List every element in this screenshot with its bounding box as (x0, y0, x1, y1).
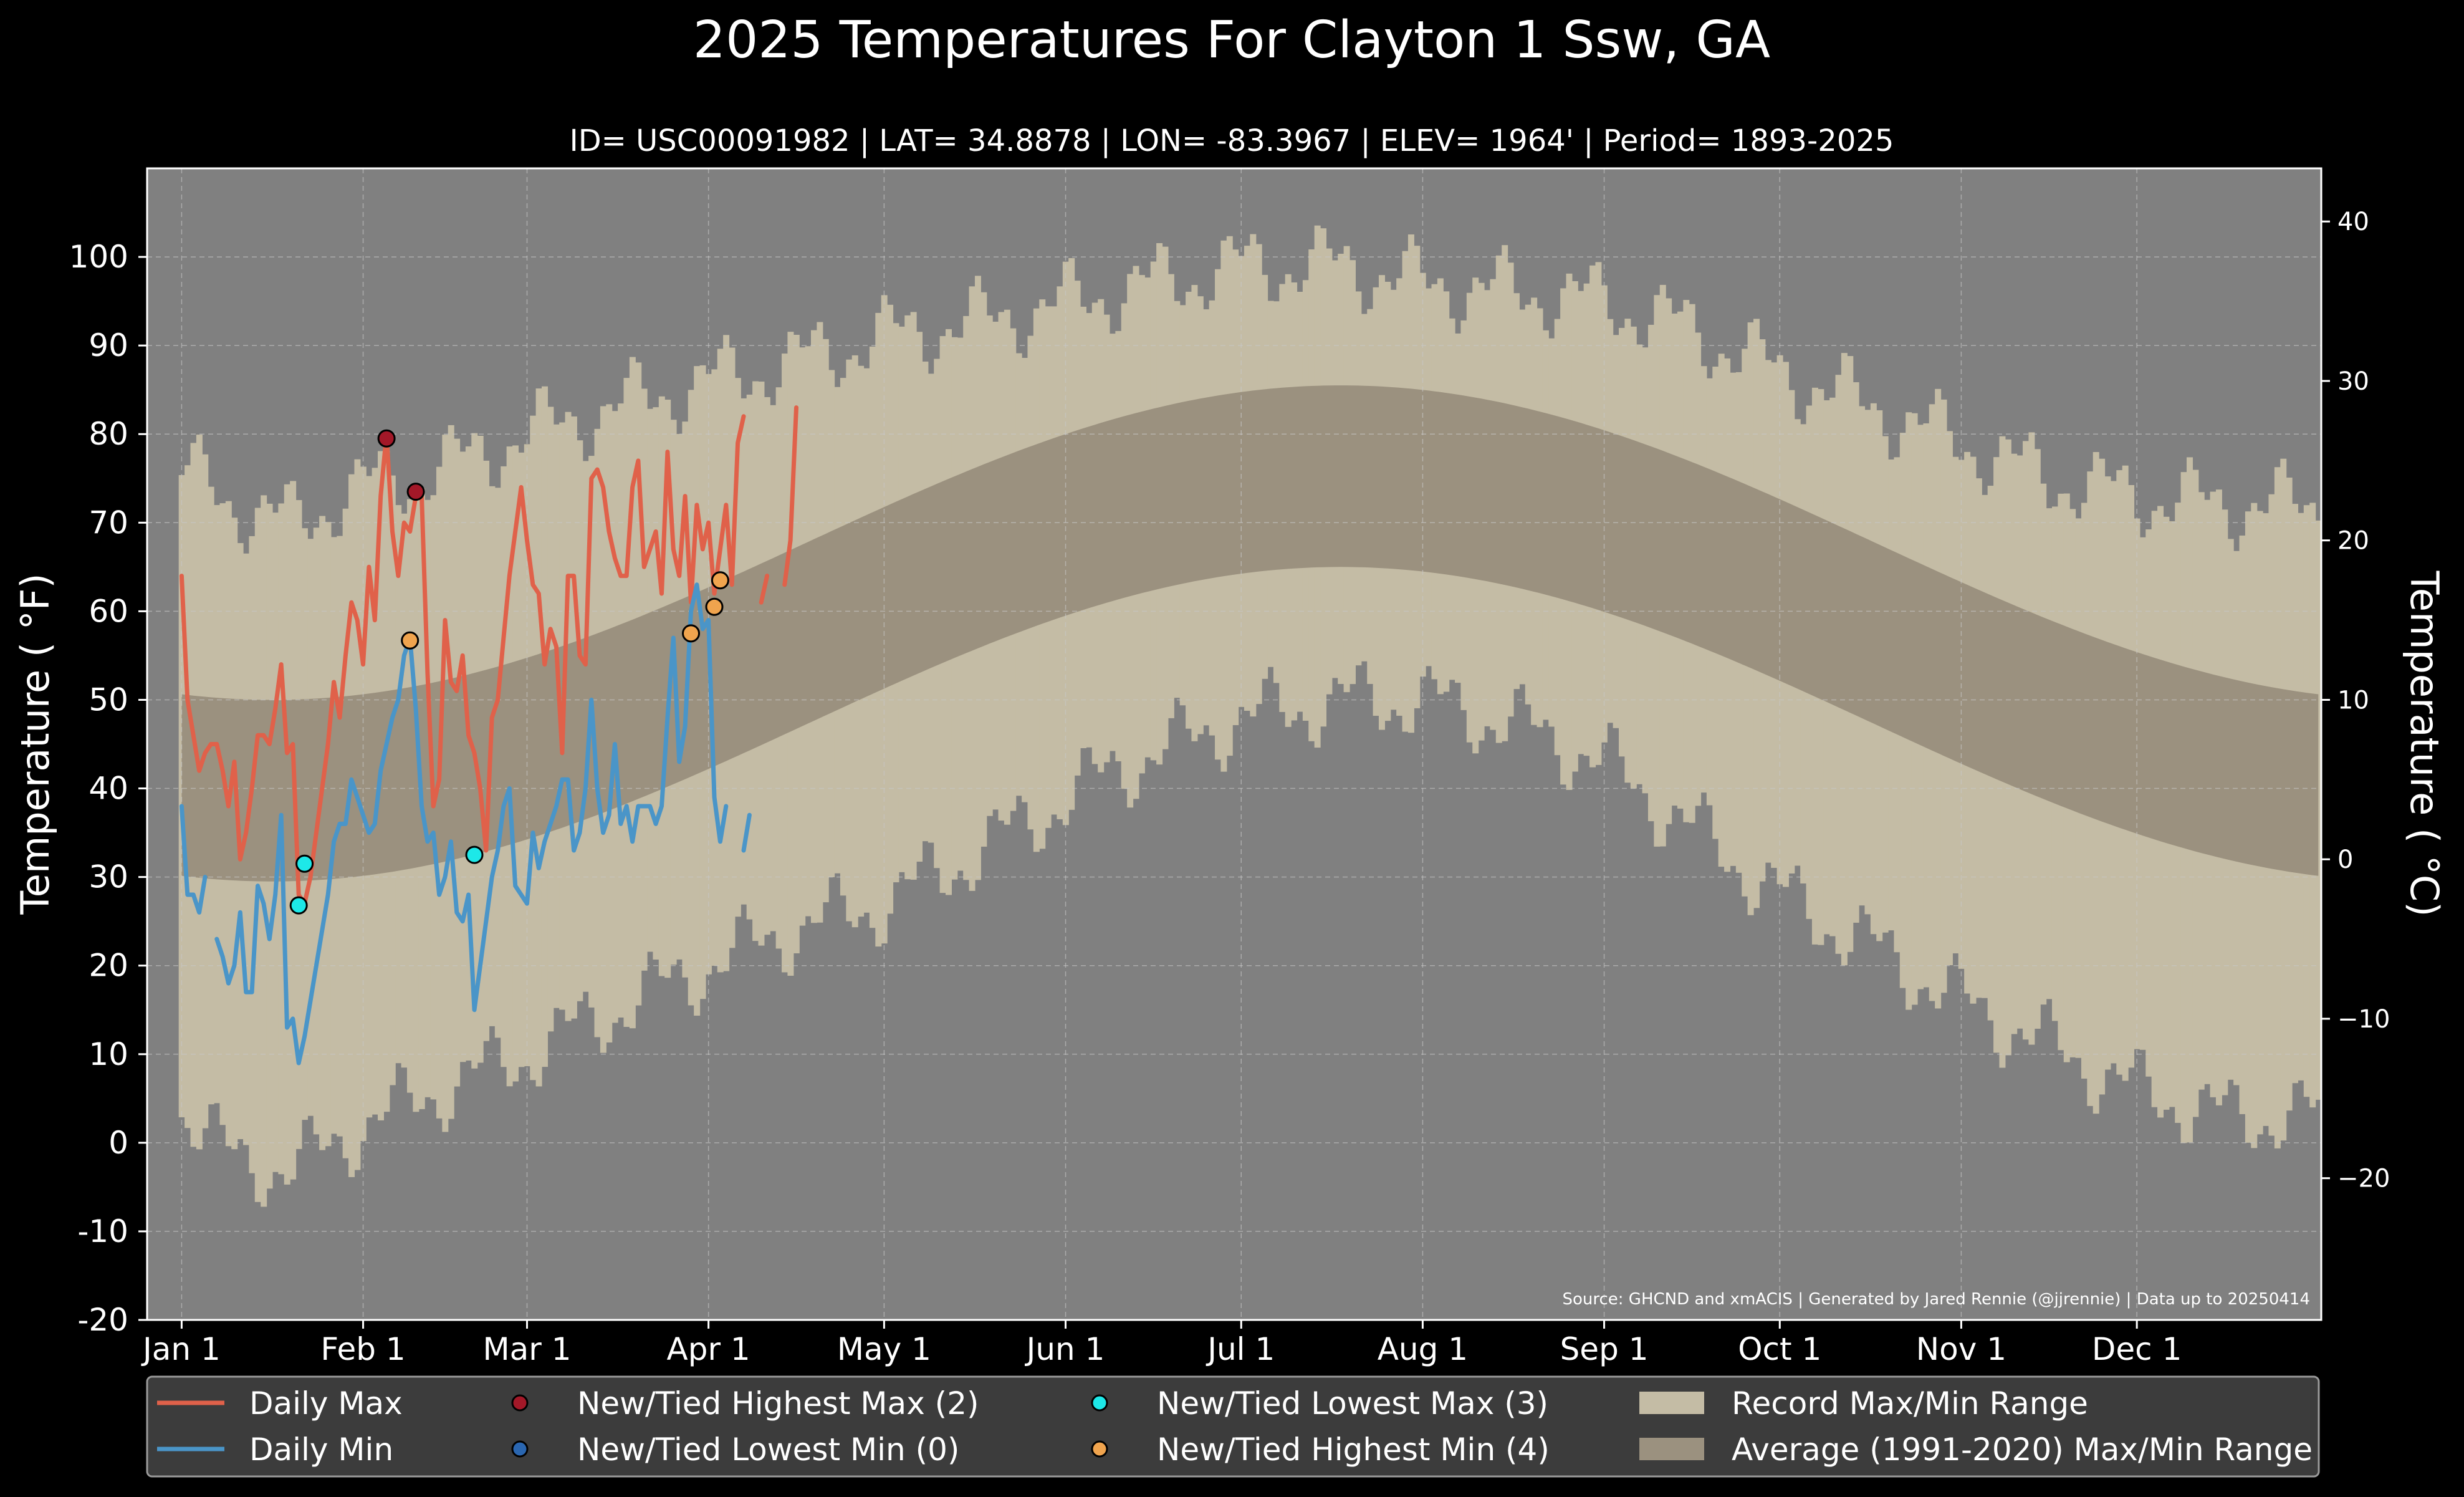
record-marker (377, 429, 396, 448)
x-tick-label: Jul 1 (1206, 1331, 1275, 1367)
chart-title: 2025 Temperatures For Clayton 1 Ssw, GA (693, 11, 1770, 70)
x-tick-label: Oct 1 (1738, 1331, 1821, 1367)
y-tick-label: 60 (89, 593, 128, 629)
x-tick-label: Feb 1 (320, 1331, 405, 1367)
legend-dot-swatch (1091, 1394, 1108, 1412)
y-right-tick-label: −10 (2337, 1005, 2390, 1034)
legend-label: Daily Min (249, 1432, 393, 1468)
y-right-tick-label: 0 (2337, 845, 2353, 874)
y-tick-label: 30 (89, 859, 128, 895)
y-tick-label: 0 (108, 1125, 128, 1161)
x-tick-label: May 1 (837, 1331, 931, 1367)
legend-label: New/Tied Lowest Min (0) (577, 1432, 959, 1468)
chart-subtitle: ID= USC00091982 | LAT= 34.8878 | LON= -8… (570, 123, 1894, 158)
y-tick-label: 10 (89, 1036, 128, 1072)
legend-box (146, 1375, 2320, 1478)
legend-label: New/Tied Highest Max (2) (577, 1385, 979, 1422)
normal-range-band (181, 385, 2319, 882)
y-tick-label: 100 (69, 239, 128, 275)
record-marker (406, 483, 425, 501)
legend-label: Average (1991-2020) Max/Min Range (1732, 1432, 2313, 1468)
record-marker (289, 896, 308, 915)
x-tick-label: Jun 1 (1025, 1331, 1105, 1367)
legend-dot-swatch (511, 1440, 529, 1458)
plot-frame (146, 167, 2323, 1321)
record-marker (682, 624, 700, 643)
record-marker (705, 597, 724, 616)
legend-patch-swatch (1639, 1392, 1704, 1414)
legend-label: New/Tied Lowest Max (3) (1157, 1385, 1548, 1422)
x-tick-label: Sep 1 (1560, 1331, 1649, 1367)
y-tick-label: 50 (89, 681, 128, 718)
series-line (759, 574, 770, 605)
y-right-tick-label: 30 (2337, 367, 2369, 396)
x-tick-label: Nov 1 (1916, 1331, 2006, 1367)
legend-label: Record Max/Min Range (1732, 1385, 2088, 1422)
source-note: Source: GHCND and xmACIS | Generated by … (1562, 1290, 2310, 1309)
y-tick-label: 80 (89, 416, 128, 452)
legend-dot-swatch (1091, 1440, 1108, 1458)
y-right-tick-label: −20 (2337, 1165, 2390, 1193)
y-tick-label: 90 (89, 327, 128, 363)
x-tick-label: Dec 1 (2092, 1331, 2182, 1367)
x-tick-label: Apr 1 (667, 1331, 750, 1367)
record-marker (295, 854, 314, 873)
legend-entries: Daily Max New/Tied Highest Max (2) New/Tie… (157, 1385, 2313, 1468)
y-tick-label: -20 (77, 1302, 128, 1338)
y-right-tick-label: 40 (2337, 208, 2369, 236)
normal-range-polygon (181, 385, 2319, 882)
plot-area: Source: GHCND and xmACIS | Generated by … (146, 167, 2323, 1321)
y-axis-right-ticks: −20 −10 0 10 20 30 40 (2321, 208, 2390, 1193)
y-tick-label: 40 (89, 771, 128, 807)
legend-patch-swatch (1639, 1438, 1704, 1460)
y-right-tick-label: 10 (2337, 686, 2369, 715)
x-tick-label: Jan 1 (141, 1331, 221, 1367)
record-range-bar (2315, 520, 2322, 1100)
record-marker (711, 571, 729, 590)
y-tick-label: 70 (89, 504, 128, 541)
x-axis-ticks: Jan 1 Feb 1 Mar 1 Apr 1 May 1 Jun 1 Jul 1 Aug 1… (141, 1320, 2182, 1367)
legend: Daily Max New/Tied Highest Max (2) New/Tie… (146, 1375, 2320, 1478)
y-axis-right-label: Temperature ( °C) (2402, 570, 2447, 917)
series-line (782, 405, 798, 587)
legend-dot-swatch (511, 1394, 529, 1412)
record-marker (465, 845, 484, 864)
series-line (741, 812, 752, 853)
y-tick-label: 20 (89, 948, 128, 984)
series-line (179, 414, 746, 906)
y-right-tick-label: 20 (2337, 527, 2369, 556)
series-lines (179, 405, 798, 1066)
record-marker (401, 631, 419, 650)
series-line (214, 582, 729, 1066)
legend-label: New/Tied Highest Min (4) (1157, 1432, 1550, 1468)
y-axis-left-label: Temperature ( °F) (12, 573, 58, 915)
legend-label: Daily Max (249, 1385, 403, 1422)
y-tick-label: -10 (77, 1213, 128, 1249)
y-axis-left-ticks: -20 -10 0 10 20 30 40 50 60 70 80 90 100 (69, 239, 147, 1338)
record-markers (289, 429, 729, 915)
x-tick-label: Aug 1 (1378, 1331, 1468, 1367)
x-tick-label: Mar 1 (482, 1331, 571, 1367)
series-line (179, 804, 208, 915)
